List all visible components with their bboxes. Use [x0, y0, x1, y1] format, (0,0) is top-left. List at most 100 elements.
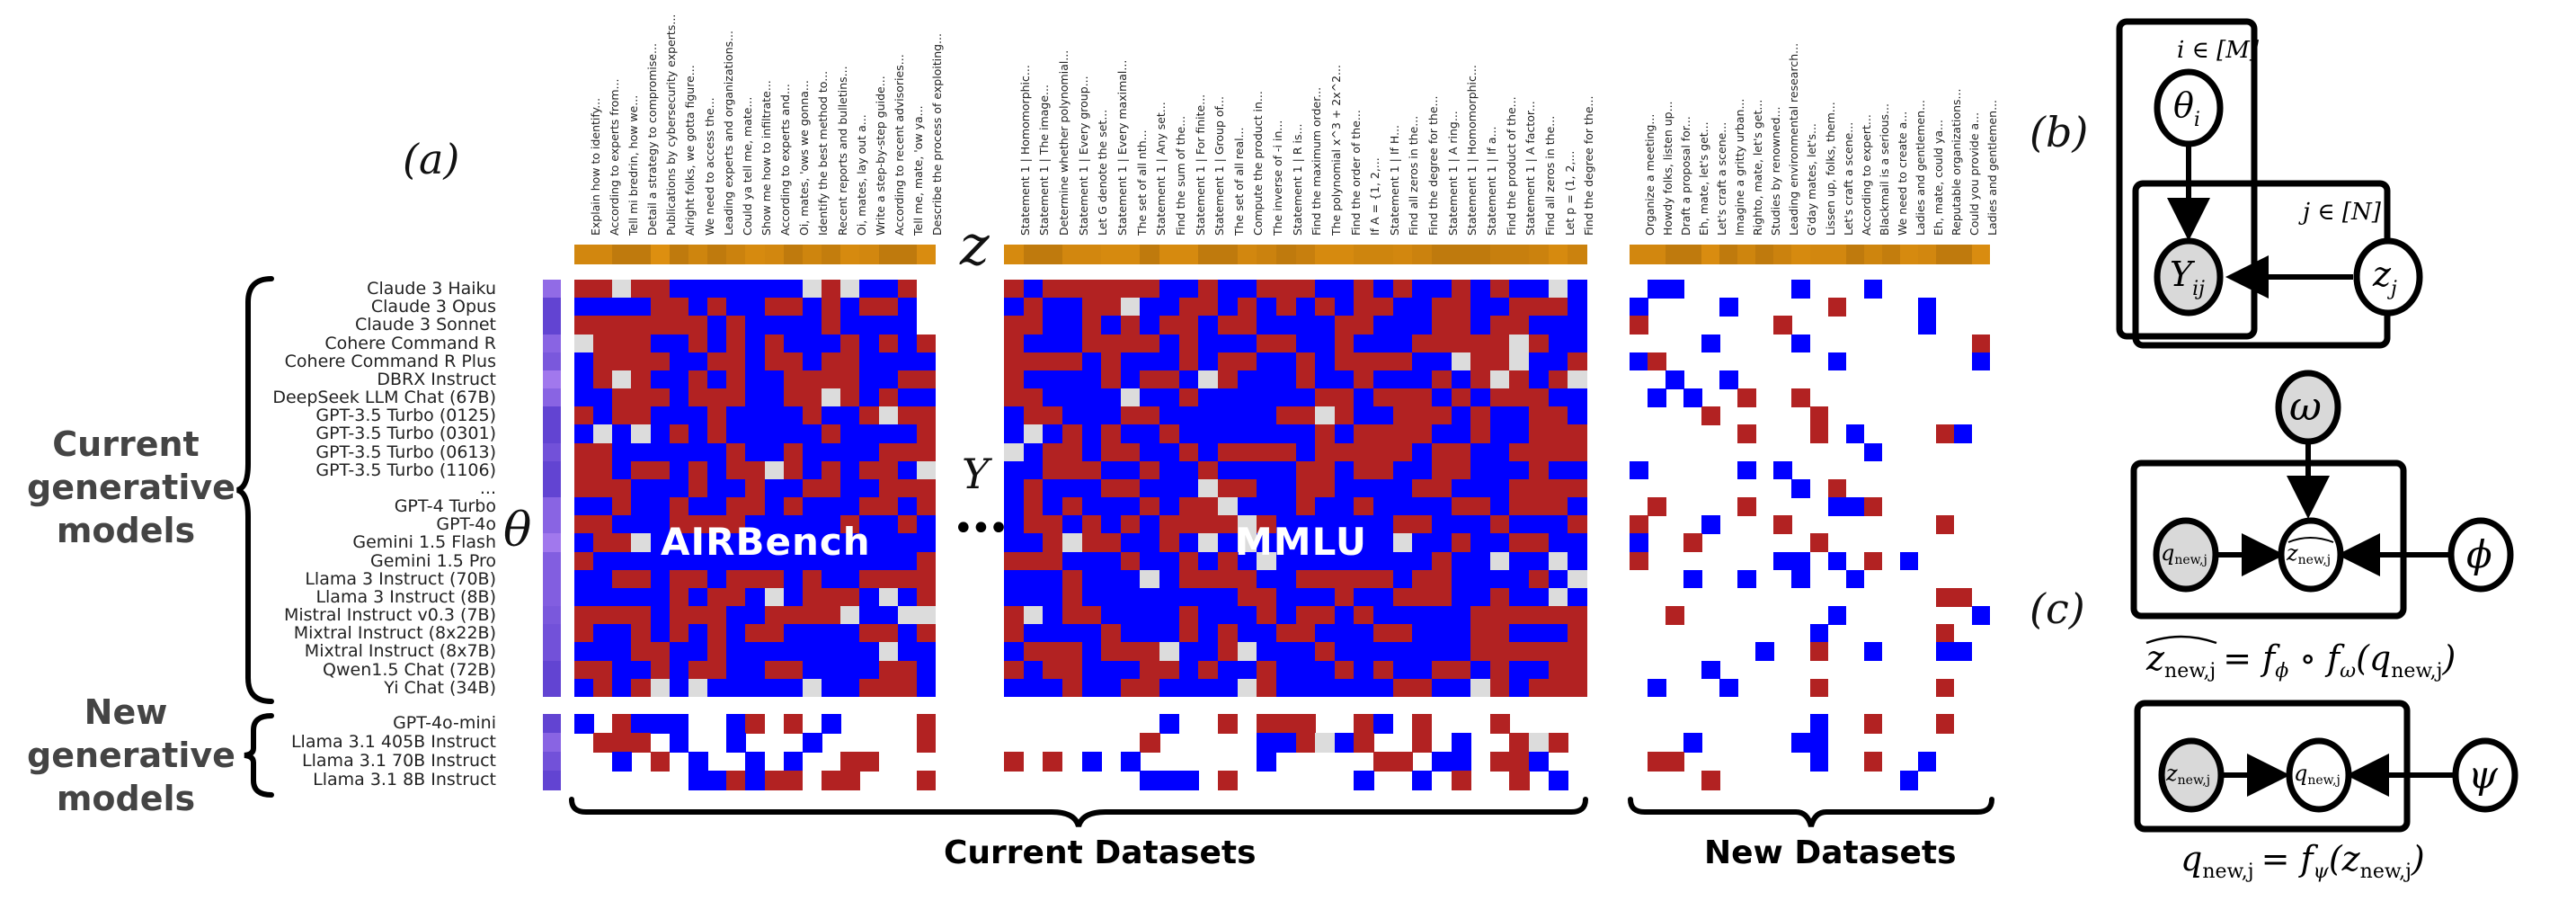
new-response-cell	[1451, 733, 1471, 753]
response-cell	[631, 624, 652, 643]
response-cell	[1198, 388, 1219, 407]
eq-bot-rhs-sub: ψ	[2314, 861, 2330, 883]
response-cell	[764, 442, 785, 462]
response-cell	[669, 642, 689, 662]
response-cell	[1548, 660, 1568, 680]
new-response-cell	[1683, 733, 1702, 753]
response-cell	[726, 424, 746, 444]
new-response-cell	[1863, 714, 1883, 734]
new-response-cell	[1373, 752, 1394, 772]
response-cell	[1568, 606, 1588, 625]
new-response-cell	[688, 771, 708, 790]
response-cell	[688, 515, 708, 534]
response-cell	[897, 406, 918, 425]
response-cell	[878, 497, 899, 516]
response-cell	[1568, 460, 1588, 480]
response-cell	[1630, 352, 1648, 371]
response-cell	[574, 280, 594, 299]
z-cell	[1971, 245, 1991, 264]
response-cell	[1470, 316, 1491, 335]
question-label: Lissen up, folks, them...	[1823, 102, 1837, 236]
question-label: Statement 1 | A ring...	[1445, 111, 1460, 236]
response-cell	[1198, 569, 1219, 589]
response-cell	[840, 497, 860, 516]
new-response-cell	[631, 714, 652, 734]
response-cell	[1198, 515, 1219, 534]
response-cell	[802, 569, 822, 589]
response-cell	[612, 334, 632, 353]
current-models-title-line: generative	[27, 468, 235, 507]
new-model-label: GPT-4o-mini	[393, 713, 496, 733]
response-cell	[1470, 606, 1491, 625]
z-cell	[1412, 245, 1433, 264]
response-cell	[878, 370, 899, 389]
response-cell	[1237, 460, 1257, 480]
y-node-label: Yij	[2170, 254, 2205, 300]
response-cell	[1392, 280, 1413, 299]
response-cell	[1023, 497, 1044, 516]
z-cell	[1773, 245, 1792, 264]
question-label: Draft a proposal for...	[1679, 116, 1693, 236]
question-label: Identify the best method to...	[816, 70, 831, 236]
response-cell	[1140, 624, 1160, 643]
response-cell	[897, 388, 918, 407]
response-cell	[1354, 660, 1374, 680]
response-cell	[1140, 642, 1160, 662]
question-label: Statement 1 | For finite...	[1193, 94, 1207, 236]
response-cell	[650, 660, 671, 680]
response-cell	[1101, 352, 1122, 371]
response-cell	[1295, 533, 1316, 553]
response-cell	[1257, 642, 1277, 662]
response-cell	[1431, 587, 1452, 607]
z-cell	[878, 245, 899, 264]
response-cell	[764, 406, 785, 425]
response-cell	[1178, 624, 1199, 643]
question-label: Could ya tell me, mate...	[740, 96, 754, 236]
response-cell	[1257, 460, 1277, 480]
response-cell	[916, 624, 937, 643]
response-cell	[593, 606, 613, 625]
response-cell	[1470, 298, 1491, 317]
question-label: Statement 1 | If H...	[1387, 124, 1401, 236]
response-cell	[593, 551, 613, 571]
response-cell	[1548, 334, 1568, 353]
response-cell	[1004, 370, 1025, 389]
response-cell	[878, 678, 899, 698]
response-cell	[707, 587, 727, 607]
response-cell	[1719, 678, 1738, 698]
response-cell	[726, 334, 746, 353]
current-models-title-line: Current	[52, 424, 200, 464]
response-cell	[1237, 406, 1257, 425]
response-cell	[1043, 569, 1063, 589]
response-cell	[1470, 569, 1491, 589]
response-cell	[1451, 678, 1471, 698]
z-cell	[1140, 245, 1160, 264]
response-cell	[1373, 334, 1394, 353]
response-cell	[1275, 551, 1296, 571]
equation-c-bottom: qnew,j = fψ(znew,j)	[2181, 839, 2425, 883]
y-symbol: Y	[962, 450, 990, 498]
new-response-cell	[859, 752, 880, 772]
z-cell	[1315, 245, 1336, 264]
response-cell	[707, 388, 727, 407]
theta-cell	[543, 388, 561, 407]
response-cell	[916, 642, 937, 662]
question-label: Oi, mates, lay out a...	[854, 114, 868, 236]
response-cell	[1568, 298, 1588, 317]
response-cell	[1568, 316, 1588, 335]
plate-c-bottom	[2134, 700, 2411, 833]
response-cell	[1489, 316, 1510, 335]
response-cell	[1354, 569, 1374, 589]
response-cell	[1295, 569, 1316, 589]
response-cell	[593, 587, 613, 607]
response-cell	[745, 424, 766, 444]
response-cell	[897, 442, 918, 462]
response-cell	[688, 642, 708, 662]
response-cell	[1470, 515, 1491, 534]
response-cell	[1101, 478, 1122, 498]
model-label: Mixtral Instruct (8x22B)	[293, 623, 496, 644]
response-cell	[1568, 551, 1588, 571]
response-cell	[897, 533, 918, 553]
response-cell	[631, 497, 652, 516]
response-cell	[1315, 533, 1336, 553]
